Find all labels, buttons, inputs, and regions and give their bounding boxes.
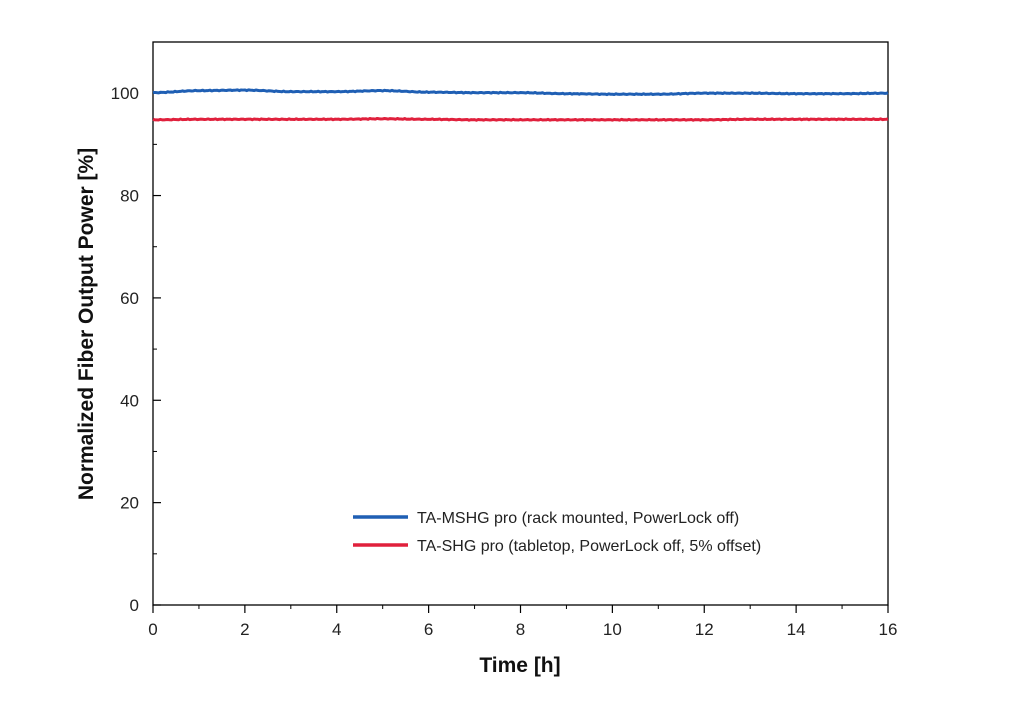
y-tick-label: 20 [120, 494, 139, 513]
x-tick-label: 12 [695, 620, 714, 639]
legend: TA-MSHG pro (rack mounted, PowerLock off… [353, 510, 761, 555]
y-axis-title: Normalized Fiber Output Power [%] [75, 148, 98, 500]
x-tick-label: 16 [879, 620, 898, 639]
x-tick-label: 2 [240, 620, 249, 639]
x-tick-label: 14 [787, 620, 806, 639]
legend-label-1: TA-MSHG pro (rack mounted, PowerLock off… [417, 510, 739, 527]
legend-label-2: TA-SHG pro (tabletop, PowerLock off, 5% … [417, 538, 761, 555]
x-axis-title: Time [h] [479, 654, 560, 677]
x-tick-label: 10 [603, 620, 622, 639]
y-tick-label: 100 [111, 84, 139, 103]
y-tick-label: 40 [120, 391, 139, 410]
x-ticks: 0 2 4 6 8 10 12 14 16 [148, 605, 897, 639]
x-tick-label: 0 [148, 620, 157, 639]
y-tick-label: 0 [130, 596, 139, 615]
y-tick-label: 60 [120, 289, 139, 308]
x-tick-label: 6 [424, 620, 433, 639]
series-line-1 [152, 88, 889, 97]
series-line-2 [152, 116, 889, 122]
x-tick-label: 8 [516, 620, 525, 639]
y-ticks: 0 20 40 60 80 100 [111, 41, 161, 615]
y-tick-label: 80 [120, 187, 139, 206]
series-layer [152, 88, 889, 122]
x-tick-label: 4 [332, 620, 341, 639]
